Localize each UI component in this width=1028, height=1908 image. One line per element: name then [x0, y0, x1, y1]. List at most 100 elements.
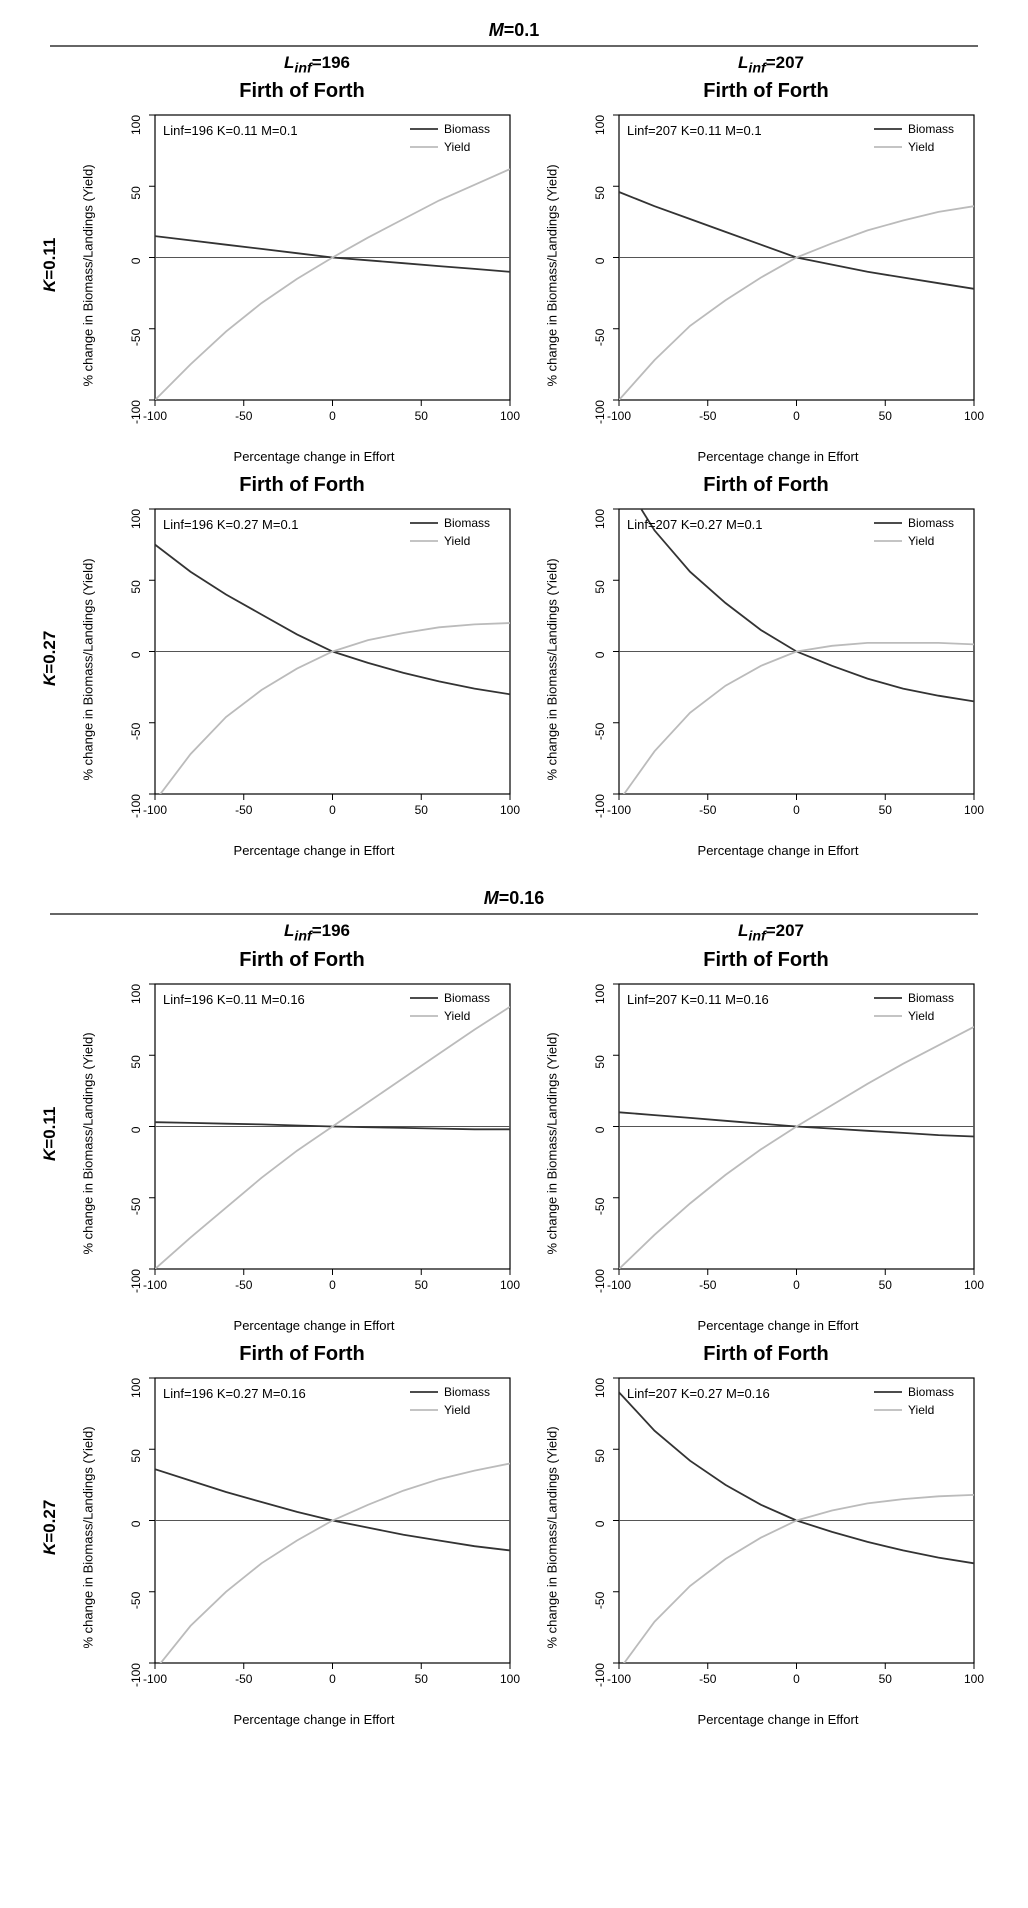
svg-text:50: 50	[879, 409, 893, 423]
svg-text:0: 0	[593, 1126, 607, 1133]
linf-header: Linf=207	[544, 921, 998, 948]
k-row: K=0.11 Firth of Forth % change in Biomas…	[30, 949, 998, 1333]
linf-header: Linf=207	[544, 53, 998, 80]
param-annotation: Linf=196 K=0.27 M=0.16	[163, 1386, 306, 1401]
svg-text:100: 100	[964, 1672, 984, 1686]
plot-panel: Firth of Forth % change in Biomass/Landi…	[534, 80, 998, 464]
plot-panel: Firth of Forth % change in Biomass/Landi…	[534, 474, 998, 858]
plot-panel: Firth of Forth % change in Biomass/Landi…	[70, 949, 534, 1333]
legend: BiomassYield	[410, 122, 490, 154]
yield-line	[619, 1027, 974, 1269]
svg-text:0: 0	[129, 258, 143, 265]
yield-line	[155, 169, 510, 400]
svg-text:-100: -100	[129, 400, 143, 424]
svg-text:50: 50	[593, 580, 607, 594]
svg-text:100: 100	[129, 1377, 143, 1397]
k-label: K=0.11	[40, 1121, 60, 1161]
svg-text:-100: -100	[129, 1268, 143, 1292]
column-headers: Linf=196Linf=207	[90, 921, 998, 948]
m-header: M=0.1	[50, 20, 978, 47]
svg-text:-100: -100	[143, 1672, 167, 1686]
svg-text:Biomass: Biomass	[908, 991, 954, 1005]
m-header: M=0.16	[50, 888, 978, 915]
k-label: K=0.11	[40, 252, 60, 292]
plot-title: Firth of Forth	[540, 949, 992, 972]
svg-text:Biomass: Biomass	[444, 1385, 490, 1399]
svg-text:-100: -100	[143, 803, 167, 817]
svg-text:-50: -50	[129, 1197, 143, 1215]
yield-line	[619, 207, 974, 401]
svg-text:-100: -100	[607, 1278, 631, 1292]
biomass-line	[619, 192, 974, 289]
svg-text:Yield: Yield	[908, 534, 934, 548]
svg-text:0: 0	[593, 652, 607, 659]
svg-text:50: 50	[879, 803, 893, 817]
svg-text:-50: -50	[593, 1591, 607, 1609]
x-axis-label: Percentage change in Effort	[100, 1712, 528, 1727]
svg-text:0: 0	[793, 803, 800, 817]
svg-text:-100: -100	[143, 409, 167, 423]
svg-text:-100: -100	[593, 794, 607, 818]
plot-panel: Firth of Forth % change in Biomass/Landi…	[70, 80, 534, 464]
svg-text:-50: -50	[235, 803, 253, 817]
svg-text:100: 100	[593, 115, 607, 135]
svg-text:0: 0	[329, 409, 336, 423]
svg-text:50: 50	[129, 186, 143, 200]
svg-text:Yield: Yield	[908, 1009, 934, 1023]
k-row: K=0.11 Firth of Forth % change in Biomas…	[30, 80, 998, 464]
x-axis-label: Percentage change in Effort	[564, 449, 992, 464]
svg-text:-100: -100	[607, 803, 631, 817]
biomass-line	[155, 236, 510, 272]
x-axis-label: Percentage change in Effort	[564, 1712, 992, 1727]
svg-text:100: 100	[964, 409, 984, 423]
svg-text:50: 50	[593, 1449, 607, 1463]
x-axis-label: Percentage change in Effort	[100, 843, 528, 858]
svg-text:-50: -50	[699, 803, 717, 817]
param-annotation: Linf=196 K=0.27 M=0.1	[163, 517, 299, 532]
legend: BiomassYield	[410, 516, 490, 548]
yield-line	[619, 643, 974, 801]
yield-line	[155, 1007, 510, 1269]
svg-text:Biomass: Biomass	[444, 516, 490, 530]
svg-text:50: 50	[415, 1672, 429, 1686]
svg-text:0: 0	[793, 1672, 800, 1686]
svg-text:-50: -50	[593, 1197, 607, 1215]
param-annotation: Linf=207 K=0.11 M=0.16	[627, 992, 769, 1007]
param-annotation: Linf=207 K=0.27 M=0.1	[627, 517, 763, 532]
plot-panel: Firth of Forth % change in Biomass/Landi…	[70, 474, 534, 858]
plot-title: Firth of Forth	[76, 80, 528, 103]
legend: BiomassYield	[874, 1385, 954, 1417]
svg-text:100: 100	[500, 1278, 520, 1292]
legend: BiomassYield	[874, 122, 954, 154]
plot-title: Firth of Forth	[540, 474, 992, 497]
biomass-line	[155, 545, 510, 695]
legend: BiomassYield	[410, 991, 490, 1023]
y-axis-label: % change in Biomass/Landings (Yield)	[76, 1368, 100, 1708]
svg-text:100: 100	[500, 803, 520, 817]
svg-text:100: 100	[500, 1672, 520, 1686]
svg-text:0: 0	[793, 409, 800, 423]
line-chart: -100-50050100-100-50050100Linf=196 K=0.2…	[100, 1368, 520, 1708]
svg-text:100: 100	[964, 803, 984, 817]
svg-text:Biomass: Biomass	[908, 122, 954, 136]
svg-text:Biomass: Biomass	[444, 122, 490, 136]
param-annotation: Linf=196 K=0.11 M=0.16	[163, 992, 305, 1007]
line-chart: -100-50050100-100-50050100Linf=196 K=0.2…	[100, 499, 520, 839]
svg-text:100: 100	[500, 409, 520, 423]
linf-header: Linf=196	[90, 53, 544, 80]
svg-text:50: 50	[129, 580, 143, 594]
svg-text:-50: -50	[129, 1591, 143, 1609]
svg-text:100: 100	[129, 509, 143, 529]
svg-text:-100: -100	[129, 1662, 143, 1686]
line-chart: -100-50050100-100-50050100Linf=196 K=0.1…	[100, 974, 520, 1314]
line-chart: -100-50050100-100-50050100Linf=207 K=0.1…	[564, 105, 984, 445]
svg-text:100: 100	[593, 1377, 607, 1397]
plot-title: Firth of Forth	[76, 1343, 528, 1366]
svg-text:50: 50	[415, 1278, 429, 1292]
x-axis-label: Percentage change in Effort	[564, 843, 992, 858]
svg-text:-50: -50	[699, 1278, 717, 1292]
svg-text:Yield: Yield	[908, 1403, 934, 1417]
svg-text:0: 0	[329, 803, 336, 817]
k-row: K=0.27 Firth of Forth % change in Biomas…	[30, 474, 998, 858]
k-label: K=0.27	[40, 646, 60, 686]
